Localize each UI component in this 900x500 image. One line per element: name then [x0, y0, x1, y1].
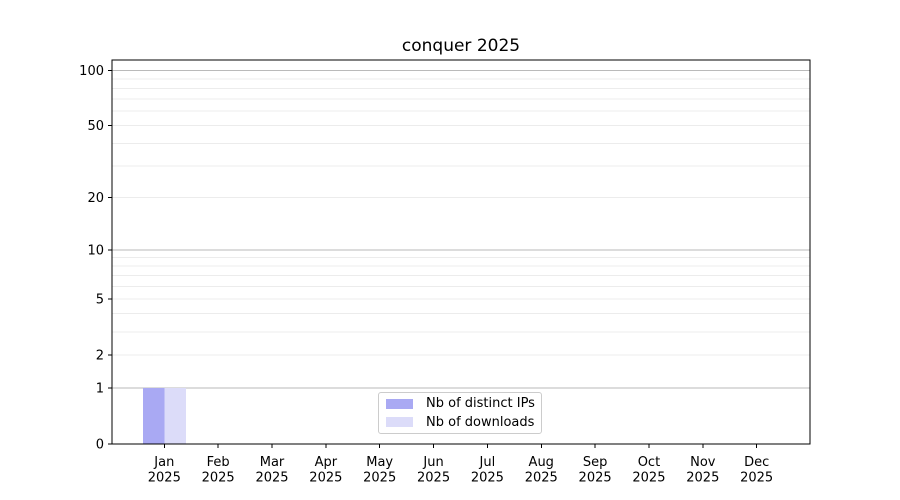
legend-entry-downloads: Nb of downloads	[386, 415, 541, 430]
x-tick-label: Mar 2025	[255, 455, 288, 486]
y-tick-label: 1	[96, 381, 104, 396]
x-tick-label: Nov 2025	[686, 455, 719, 486]
x-tick-label: Jul 2025	[471, 455, 504, 486]
y-tick-label: 100	[79, 64, 104, 79]
legend-entry-distinct-ips: Nb of distinct IPs	[386, 396, 541, 411]
legend-swatch-downloads-icon	[386, 417, 413, 428]
y-tick-label: 5	[96, 292, 104, 307]
x-tick-label: Jun 2025	[417, 455, 450, 486]
x-tick-label: Aug 2025	[525, 455, 558, 486]
bar-distinct-ips	[142, 387, 165, 444]
x-tick-label: Dec 2025	[740, 455, 773, 486]
axes-spines	[111, 59, 811, 445]
x-tick-label: Sep 2025	[579, 455, 612, 486]
y-tick-label: 2	[96, 349, 104, 364]
x-tick-label: Feb 2025	[202, 455, 235, 486]
y-tick-label: 50	[87, 119, 104, 134]
legend-swatch-distinct-ips-icon	[386, 398, 413, 409]
y-tick-label: 0	[96, 438, 104, 453]
x-tick-label: May 2025	[363, 455, 396, 486]
bar-downloads	[164, 387, 186, 444]
x-tick-label: Jan 2025	[148, 455, 181, 486]
y-tick-label: 10	[87, 243, 104, 258]
legend-label-downloads: Nb of downloads	[426, 414, 535, 430]
y-tick-label: 20	[87, 191, 104, 206]
x-tick-label: Oct 2025	[632, 455, 665, 486]
chart-title: conquer 2025	[401, 36, 521, 56]
legend-label-distinct-ips: Nb of distinct IPs	[426, 396, 535, 412]
x-tick-label: Apr 2025	[309, 455, 342, 486]
legend: Nb of distinct IPs Nb of downloads	[378, 392, 542, 434]
